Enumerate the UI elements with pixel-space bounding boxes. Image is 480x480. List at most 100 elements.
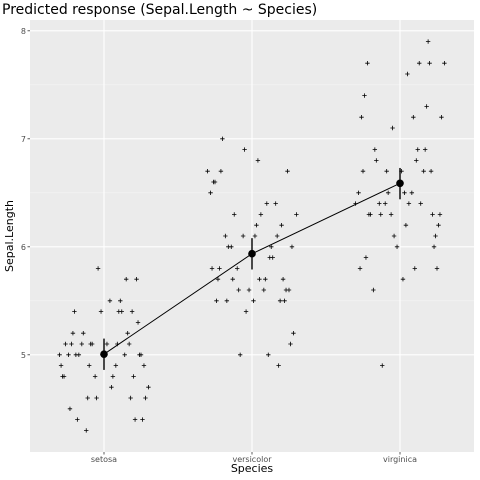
observation-point — [285, 169, 290, 174]
observation-point — [280, 277, 286, 282]
observation-point — [104, 341, 110, 347]
observation-point — [258, 212, 264, 217]
observation-point — [223, 233, 228, 239]
observation-point — [363, 255, 369, 260]
observation-point — [110, 374, 116, 379]
observation-point — [252, 233, 258, 239]
observation-point — [70, 331, 76, 336]
observation-point — [237, 352, 243, 357]
observation-point — [211, 179, 216, 185]
observation-point — [131, 374, 136, 379]
observation-point — [383, 201, 388, 206]
observation-point — [400, 277, 406, 282]
prediction-point-virginica — [396, 179, 404, 188]
observation-point — [282, 298, 287, 303]
observation-point — [394, 244, 400, 249]
observation-point — [209, 266, 215, 271]
observation-point — [414, 158, 419, 163]
observation-point — [69, 341, 74, 347]
observation-point — [279, 223, 284, 228]
observation-point — [430, 212, 435, 217]
observation-point — [218, 169, 224, 174]
observation-point — [92, 374, 98, 379]
observation-point — [72, 309, 77, 314]
y-tick-label: 7 — [21, 135, 26, 144]
observation-point — [107, 298, 113, 303]
observation-point — [214, 298, 219, 303]
observation-point — [360, 169, 366, 174]
observation-point — [422, 147, 428, 152]
observation-point — [126, 341, 132, 347]
observation-point — [264, 201, 269, 206]
observation-point — [215, 277, 221, 282]
observation-point — [230, 277, 235, 282]
observation-point — [374, 158, 379, 163]
observation-points — [57, 39, 447, 433]
observation-point — [81, 331, 86, 336]
observation-point — [257, 277, 262, 282]
observation-point — [98, 309, 104, 314]
observation-point — [288, 341, 293, 347]
observation-point — [224, 298, 230, 303]
observation-point — [372, 147, 378, 152]
observation-point — [273, 201, 278, 206]
observation-point — [66, 352, 71, 357]
observation-point — [57, 352, 62, 357]
observation-point — [242, 147, 247, 152]
observation-point — [63, 341, 68, 347]
observation-point — [417, 61, 422, 66]
chart-title: Predicted response (Sepal.Length ~ Speci… — [2, 2, 317, 18]
observation-point — [118, 298, 123, 303]
observation-point — [391, 233, 397, 239]
observation-point — [58, 363, 64, 368]
observation-point — [289, 244, 295, 249]
observation-point — [357, 266, 363, 271]
observation-point — [406, 201, 412, 206]
observation-point — [266, 352, 271, 357]
observation-point — [405, 71, 410, 77]
x-axis: setosa versicolor virginica — [91, 452, 417, 464]
observation-point — [359, 115, 364, 120]
observation-point — [217, 266, 222, 271]
observation-point — [436, 223, 441, 228]
observation-point — [235, 266, 240, 271]
observation-point — [205, 169, 210, 174]
observation-point — [431, 244, 437, 249]
observation-point — [88, 341, 93, 347]
observation-point — [409, 190, 415, 195]
observation-point — [137, 352, 142, 357]
observation-point — [67, 406, 73, 411]
observation-point — [402, 190, 407, 195]
observation-point — [415, 147, 420, 152]
observation-point — [390, 125, 395, 131]
x-tick-label-versicolor: versicolor — [232, 455, 272, 464]
observation-point — [129, 309, 135, 314]
observation-point — [95, 266, 101, 271]
observation-point — [61, 374, 67, 379]
observation-point — [427, 61, 432, 66]
observation-point — [229, 244, 234, 249]
observation-point — [87, 363, 92, 368]
observation-point — [143, 395, 148, 401]
observation-point — [356, 190, 361, 195]
observation-point — [377, 201, 382, 206]
observation-point — [378, 212, 383, 217]
observation-point — [75, 417, 80, 422]
prediction-point-setosa — [100, 350, 108, 358]
y-axis: 5 6 7 8 — [21, 27, 30, 360]
observation-point — [412, 266, 417, 271]
observation-point — [255, 158, 261, 163]
observation-point — [246, 287, 252, 293]
observation-point — [135, 320, 141, 325]
observation-point — [267, 255, 272, 260]
observation-point — [263, 277, 268, 282]
observation-point — [371, 287, 376, 293]
observation-point — [276, 363, 281, 368]
observation-point — [437, 212, 443, 217]
observation-point — [365, 61, 370, 66]
x-axis-title: Species — [231, 462, 274, 475]
observation-point — [421, 169, 426, 174]
gridlines — [30, 20, 474, 452]
observation-point — [208, 190, 213, 195]
